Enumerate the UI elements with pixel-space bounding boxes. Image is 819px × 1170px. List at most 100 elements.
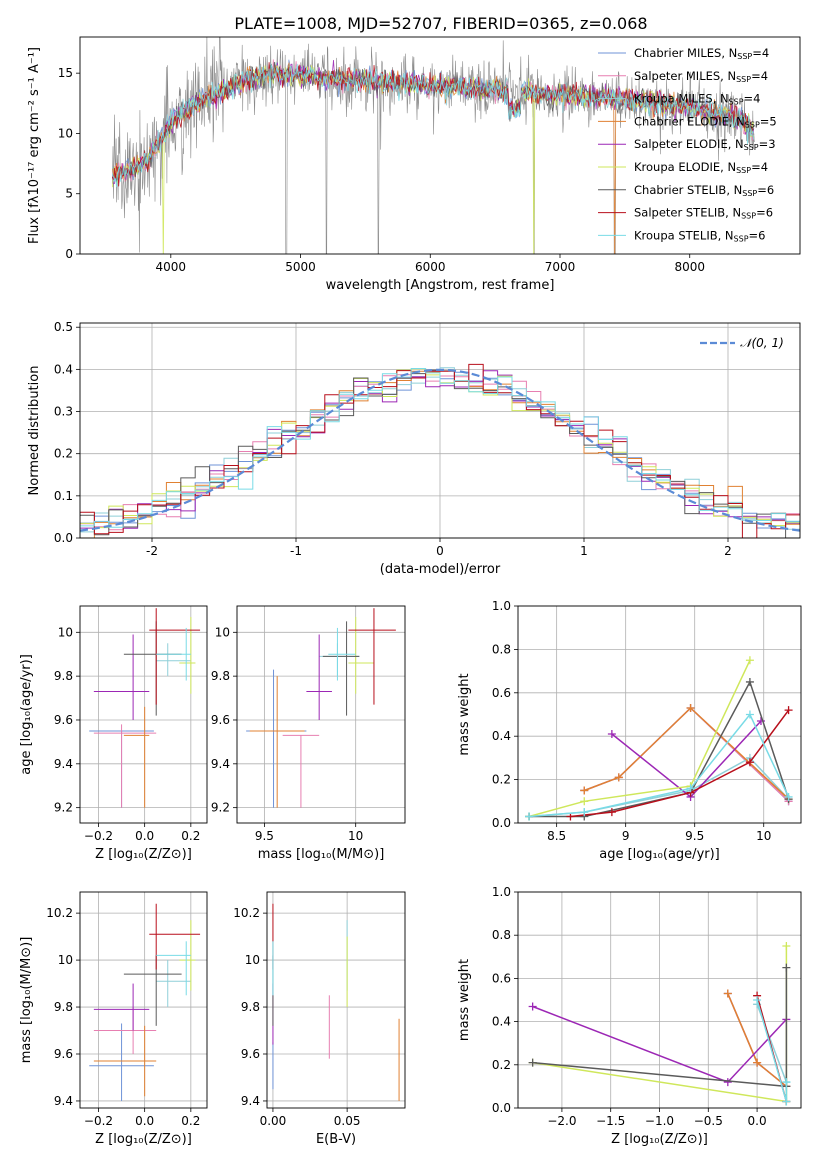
axes-frame xyxy=(79,891,208,1109)
y-tick-label: 0.6 xyxy=(492,686,511,700)
x-tick-label: 6000 xyxy=(415,260,446,274)
legend-sub: SSP xyxy=(736,166,751,175)
legend-label: Kroupa STELIB, N xyxy=(634,228,734,242)
x-tick-label: 4000 xyxy=(156,260,187,274)
legend-entry: Chabrier MILES, NSSP=4 xyxy=(634,46,769,61)
series-line-5 xyxy=(528,659,751,818)
x-tick-label: 10 xyxy=(756,829,771,843)
x-tick-label: 9.5 xyxy=(255,829,274,843)
legend-entry: Salpeter ELODIE, NSSP=3 xyxy=(634,137,776,152)
series-line-2 xyxy=(528,756,790,818)
y-tick-label: 9.4 xyxy=(54,1094,73,1108)
y-tick-label: 10 xyxy=(245,953,260,967)
legend-entry: Kroupa MILES, NSSP=4 xyxy=(634,92,760,107)
series-marker xyxy=(614,773,623,782)
y-tick-label: 0.8 xyxy=(492,928,511,942)
y-tick-label: 10 xyxy=(58,126,73,140)
y-tick-label: 10.2 xyxy=(233,906,260,920)
y-tick-label: 9.8 xyxy=(211,669,230,683)
legend-sub: SSP xyxy=(737,52,752,61)
x-axis-label: Z [log₁₀(Z/Z⊙)] xyxy=(611,1132,708,1147)
x-tick-label: 9 xyxy=(622,829,630,843)
plot-area xyxy=(272,903,400,1101)
series-marker xyxy=(528,1002,537,1011)
x-tick-label: -2 xyxy=(146,544,158,558)
y-tick-label: 9.8 xyxy=(241,1000,260,1014)
x-tick-label: 7000 xyxy=(545,260,576,274)
y-tick-label: 0.0 xyxy=(54,531,73,545)
series-marker xyxy=(745,677,754,686)
histogram-4 xyxy=(80,370,800,538)
legend-label: Kroupa ELODIE, N xyxy=(634,160,736,174)
series-marker xyxy=(753,1058,762,1067)
legend-suffix: =5 xyxy=(760,114,777,128)
legend-sub: SSP xyxy=(744,143,759,152)
y-tick-label: 1.0 xyxy=(492,885,511,899)
y-tick-label: 0.4 xyxy=(54,362,73,376)
y-tick-label: 9.6 xyxy=(211,713,230,727)
legend-label: Chabrier MILES, N xyxy=(634,46,737,60)
y-tick-label: 0.4 xyxy=(492,729,511,743)
series-line-4 xyxy=(611,720,762,799)
legend-entry: Chabrier ELODIE, NSSP=5 xyxy=(634,114,777,129)
observed-spectrum xyxy=(112,37,755,254)
legend-suffix: =4 xyxy=(751,69,768,83)
x-tick-label: 0.0 xyxy=(748,1114,767,1128)
axes-frame xyxy=(266,891,406,1109)
x-tick-label: 2 xyxy=(724,544,732,558)
y-tick-label: 9.2 xyxy=(211,801,230,815)
x-tick-label: 5000 xyxy=(285,260,316,274)
y-tick-label: 0.2 xyxy=(492,1058,511,1072)
y-tick-label: 10 xyxy=(215,625,230,639)
y-axis-label: Normed distribution xyxy=(27,366,42,496)
figure-title: PLATE=1008, MJD=52707, FIBERID=0365, z=0… xyxy=(234,14,647,33)
x-tick-label: 0.00 xyxy=(260,1114,287,1128)
y-tick-label: 9.8 xyxy=(54,669,73,683)
legend-entry: Kroupa STELIB, NSSP=6 xyxy=(634,228,765,243)
series-marker xyxy=(580,808,589,817)
x-tick-label: 0.2 xyxy=(181,829,200,843)
series-marker xyxy=(723,1078,732,1087)
plot-area xyxy=(89,903,201,1101)
histogram-8 xyxy=(80,368,800,538)
chart-spectrum: 4000 5000 6000 7000 8000 0 5 10 15 wavelength [An… xyxy=(27,36,801,293)
chart-age_vs_Z: −0.2 0.0 0.2 9.2 9.4 9.6 9.8 10 Z [log₁₀(Z/Z⊙)] a… xyxy=(19,605,208,862)
legend-suffix: =4 xyxy=(752,46,769,60)
y-tick-label: 0.6 xyxy=(492,971,511,985)
x-axis-label: Z [log₁₀(Z/Z⊙)] xyxy=(95,847,192,862)
y-tick-label: 0.5 xyxy=(54,320,73,334)
x-tick-label: −2.0 xyxy=(547,1114,576,1128)
plot-area xyxy=(89,608,201,808)
y-tick-label: 9.4 xyxy=(211,757,230,771)
legend-suffix: =4 xyxy=(751,160,768,174)
y-tick-label: 0.4 xyxy=(492,1015,511,1029)
y-tick-label: 10 xyxy=(58,625,73,639)
series-marker xyxy=(723,989,732,998)
y-tick-label: 9.4 xyxy=(241,1094,260,1108)
series-marker xyxy=(753,996,762,1004)
series-marker xyxy=(686,703,695,712)
x-tick-label: 9.5 xyxy=(685,829,704,843)
legend-label: Chabrier ELODIE, N xyxy=(634,114,745,128)
series-line-8 xyxy=(756,999,788,1102)
x-axis-label: age [log₁₀(age/yr)] xyxy=(599,847,720,862)
y-tick-label: 0.0 xyxy=(492,816,511,830)
x-axis-label: (data-model)/error xyxy=(380,562,501,577)
series-marker xyxy=(745,758,754,767)
x-tick-label: 0.0 xyxy=(135,1114,154,1128)
series-marker xyxy=(580,786,589,795)
x-tick-label: −1.5 xyxy=(596,1114,625,1128)
y-tick-label: 0.2 xyxy=(492,773,511,787)
series-marker xyxy=(782,963,791,972)
series-marker xyxy=(686,784,695,793)
series-marker xyxy=(607,808,616,817)
y-tick-label: 15 xyxy=(58,66,73,80)
axes-frame xyxy=(236,605,406,824)
chart-mass_vs_EBV: 0.00 0.05 9.4 9.6 9.8 10 10.2 E(B-V) xyxy=(233,891,406,1147)
y-tick-label: 0.3 xyxy=(54,405,73,419)
x-tick-label: 1 xyxy=(580,544,588,558)
plot-area xyxy=(80,363,800,538)
x-tick-label: 0.05 xyxy=(334,1114,361,1128)
y-tick-label: 10.2 xyxy=(46,906,73,920)
x-axis-label: wavelength [Angstrom, rest frame] xyxy=(326,278,555,293)
